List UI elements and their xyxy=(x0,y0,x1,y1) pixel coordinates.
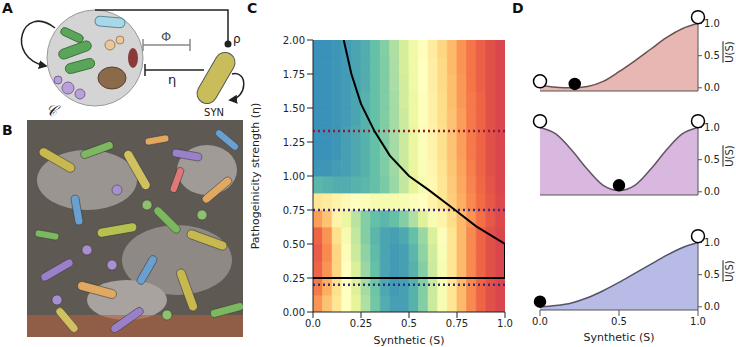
svg-text:Synthetic (S): Synthetic (S) xyxy=(584,331,655,344)
svg-text:0.75: 0.75 xyxy=(446,318,468,329)
svg-text:Pathogeinicity strength (η): Pathogeinicity strength (η) xyxy=(249,103,262,250)
svg-text:0.25: 0.25 xyxy=(283,273,305,284)
html-text:D: D xyxy=(512,0,524,16)
html-text:U(S): U(S) xyxy=(723,40,735,63)
svg-text:0.5: 0.5 xyxy=(704,50,720,61)
svg-text:SYN: SYN xyxy=(204,107,224,118)
svg-text:0.5: 0.5 xyxy=(611,316,627,327)
svg-text:0.0: 0.0 xyxy=(305,318,321,329)
svg-text:1.25: 1.25 xyxy=(283,137,305,148)
svg-text:0.50: 0.50 xyxy=(283,239,305,250)
svg-text:1.0: 1.0 xyxy=(690,316,706,327)
svg-text:0.0: 0.0 xyxy=(704,301,720,312)
svg-text:1.50: 1.50 xyxy=(283,103,305,114)
svg-text:0.0: 0.0 xyxy=(532,316,548,327)
svg-text:1.0: 1.0 xyxy=(497,318,513,329)
svg-text:𝒞: 𝒞 xyxy=(46,102,61,120)
svg-text:1.00: 1.00 xyxy=(283,171,305,182)
svg-text:Synthetic (S): Synthetic (S) xyxy=(374,334,445,347)
svg-text:1.0: 1.0 xyxy=(704,122,720,133)
svg-text:ρ: ρ xyxy=(233,32,241,46)
svg-text:1.75: 1.75 xyxy=(283,69,305,80)
html-text:C: C xyxy=(247,0,258,16)
svg-text:0.5: 0.5 xyxy=(704,269,720,280)
svg-text:2.00: 2.00 xyxy=(283,35,305,46)
svg-text:0.25: 0.25 xyxy=(350,318,372,329)
html-text:U(S): U(S) xyxy=(723,259,735,282)
svg-text:0.0: 0.0 xyxy=(704,186,720,197)
svg-text:1.0: 1.0 xyxy=(704,18,720,29)
svg-text:0.75: 0.75 xyxy=(283,205,305,216)
svg-text:0.0: 0.0 xyxy=(704,82,720,93)
svg-text:η: η xyxy=(168,72,176,87)
svg-text:Φ: Φ xyxy=(161,29,171,44)
html-text:B: B xyxy=(2,122,13,138)
svg-text:0.5: 0.5 xyxy=(401,318,417,329)
svg-text:0.5: 0.5 xyxy=(704,154,720,165)
html-text:A: A xyxy=(2,0,13,16)
svg-text:1.0: 1.0 xyxy=(704,237,720,248)
html-text:U(S): U(S) xyxy=(723,144,735,167)
svg-text:0.00: 0.00 xyxy=(283,307,305,318)
